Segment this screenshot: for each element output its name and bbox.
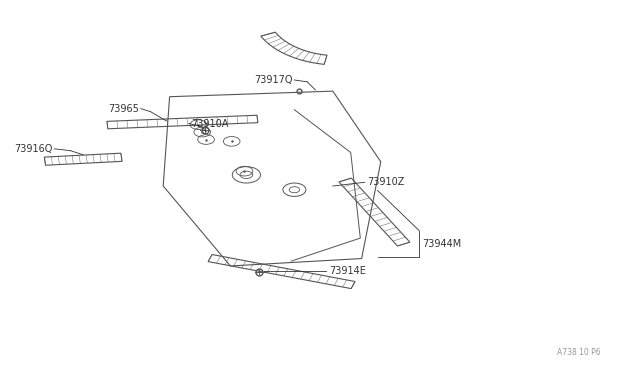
Text: 73910Z: 73910Z [367, 177, 404, 187]
Text: 73916Q: 73916Q [14, 144, 52, 154]
Text: 73910A: 73910A [191, 119, 228, 128]
Text: 73917Q: 73917Q [254, 75, 292, 85]
Text: 73965: 73965 [108, 104, 139, 113]
Text: 73944M: 73944M [422, 239, 461, 248]
Text: A738 10 P6: A738 10 P6 [557, 348, 600, 357]
Text: 73914E: 73914E [329, 266, 366, 276]
